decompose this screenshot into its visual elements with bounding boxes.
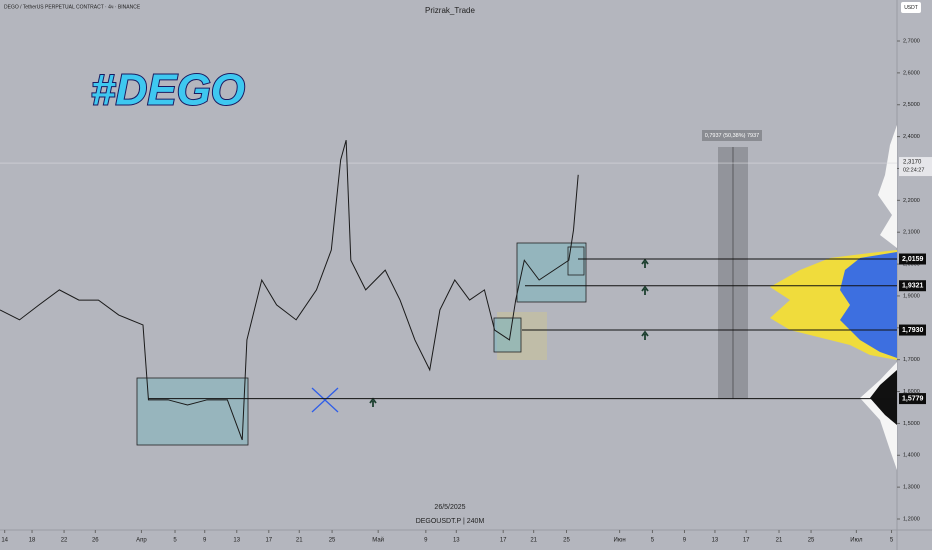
x-tick-label: 21 (530, 538, 537, 544)
x-tick-label: 13 (712, 538, 719, 544)
volume-profile (870, 370, 897, 425)
x-tick-label: 26 (92, 538, 99, 544)
level-box (899, 324, 926, 336)
price-box (899, 157, 932, 177)
symbol-label: DEGOUSDT.P | 240M (416, 518, 485, 525)
y-tick-label: 2,5000 (903, 102, 920, 108)
x-tick-label: 25 (329, 538, 336, 544)
volume-profile (840, 252, 897, 358)
logo: #DEGO (91, 66, 245, 115)
x-tick-label: 17 (265, 538, 272, 544)
x-tick-label: 9 (424, 538, 428, 544)
x-tick-label: 17 (743, 538, 750, 544)
header: DEGO / TetherUS PERPETUAL CONTRACT · 4ч … (4, 4, 141, 10)
level-box (899, 393, 926, 405)
level-label: 1,7930 (902, 327, 924, 334)
x-tick-label: Апр (136, 538, 147, 544)
measure-label: 0,7937 (50,38%) 7937 (705, 133, 759, 139)
level-box (899, 253, 926, 265)
zone-box (493, 317, 522, 353)
y-tick-label: 2,1000 (903, 230, 920, 236)
x-tick-label: 5 (173, 538, 177, 544)
y-tick-label: 1,7000 (903, 357, 920, 363)
chart-title: Prizrak_Trade (425, 6, 475, 15)
x-tick-label: Июл (850, 538, 863, 544)
currency: USDT (904, 5, 918, 11)
level-label: 1,9321 (902, 283, 924, 290)
price-line-series (0, 139, 579, 441)
x-tick-label: 14 (1, 538, 8, 544)
x-tick-label: 13 (233, 538, 240, 544)
y-tick-label: 1,2000 (903, 516, 920, 522)
x-tick-label: 25 (808, 538, 815, 544)
countdown: 02:24:27 (903, 168, 924, 174)
measure-label-box (702, 130, 762, 141)
x-tick-label: 17 (500, 538, 507, 544)
x-tick-label: 22 (61, 538, 68, 544)
arrow (641, 258, 649, 268)
currency-box (901, 2, 921, 13)
y-tick-label: 2,0000 (903, 262, 920, 268)
level-label: 2,0159 (902, 256, 924, 263)
x-tick-label: 21 (776, 538, 783, 544)
level-label: 1,5779 (902, 395, 924, 402)
date-label: 26/5/2025 (434, 504, 465, 511)
y-tick-label: 2,4000 (903, 134, 920, 140)
y-tick-label: 2,2000 (903, 198, 920, 204)
cross-mark (311, 387, 339, 413)
price-label: 2,3170 (903, 160, 922, 166)
y-tick-label: 1,3000 (903, 485, 920, 491)
y-tick-label: 1,4000 (903, 453, 920, 459)
zone-box (516, 242, 587, 303)
x-tick-label: 9 (683, 538, 687, 544)
y-tick-label: 1,9000 (903, 293, 920, 299)
x-tick-label: 18 (29, 538, 36, 544)
arrow (641, 330, 649, 340)
volume-profile (878, 125, 897, 248)
zone-box (136, 377, 249, 446)
y-tick-label: 2,7000 (903, 38, 920, 44)
y-tick-label: 1,5000 (903, 421, 920, 427)
x-tick-label: 21 (296, 538, 303, 544)
x-tick-label: 13 (453, 538, 460, 544)
x-tick-label: 5 (651, 538, 655, 544)
x-tick-label: 5 (890, 538, 894, 544)
level-box (899, 280, 926, 292)
x-tick-label: 9 (203, 538, 207, 544)
x-tick-label: 25 (563, 538, 570, 544)
y-tick-label: 2,6000 (903, 70, 920, 76)
x-tick-label: Май (372, 537, 384, 544)
x-tick-label: Июн (614, 538, 626, 544)
arrow (641, 285, 649, 295)
y-tick-label: 1,6000 (903, 389, 920, 395)
